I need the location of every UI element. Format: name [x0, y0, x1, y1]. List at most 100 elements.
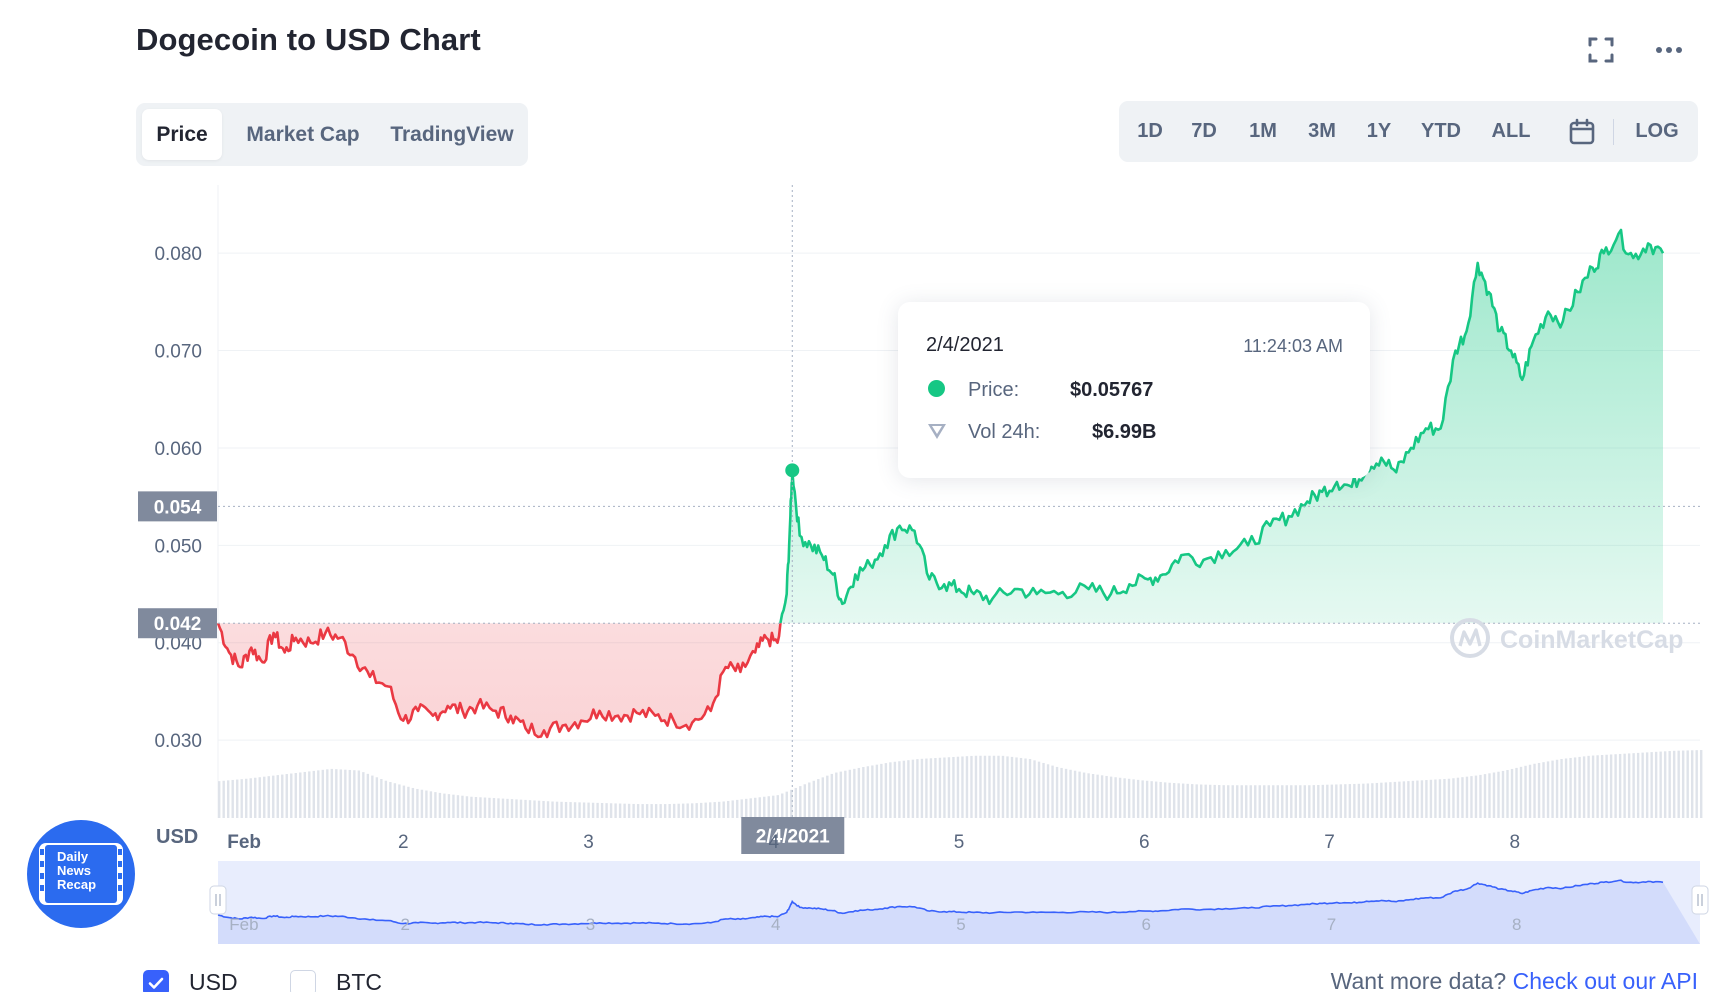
- volume-bar: [1118, 777, 1122, 818]
- volume-bar: [632, 803, 635, 818]
- volume-bar: [281, 774, 284, 818]
- volume-bar: [254, 777, 257, 818]
- volume-bar: [713, 802, 716, 818]
- volume-bar: [555, 801, 559, 818]
- volume-bar: [1434, 779, 1437, 818]
- logo-text-recap: Recap: [57, 877, 96, 892]
- volume-bar: [582, 802, 586, 818]
- range-1d[interactable]: 1D: [1137, 120, 1163, 142]
- volume-bar: [263, 776, 266, 818]
- volume-bar: [1258, 785, 1261, 818]
- expand-icon[interactable]: [1584, 33, 1618, 67]
- volume-bar: [1163, 782, 1167, 818]
- volume-bar: [1204, 784, 1207, 818]
- volume-bar: [1136, 779, 1140, 818]
- volume-bar: [1177, 783, 1180, 818]
- tooltip-price-label: Price:: [968, 379, 1020, 401]
- volume-bar: [722, 801, 725, 818]
- btc-checkbox[interactable]: [290, 970, 316, 992]
- range-1m[interactable]: 1M: [1249, 120, 1277, 142]
- volume-bar: [1069, 769, 1072, 818]
- navigator-tick-label: 8: [1512, 915, 1521, 934]
- volume-bar: [1001, 755, 1005, 818]
- volume-bar: [1443, 778, 1446, 818]
- volume-bar: [1605, 754, 1608, 818]
- volume-bar: [1132, 779, 1135, 818]
- volume-bar: [1560, 759, 1563, 818]
- volume-bar: [690, 803, 694, 818]
- range-3m[interactable]: 3M: [1308, 120, 1336, 142]
- volume-bar: [1087, 773, 1090, 818]
- volume-bar: [1393, 781, 1397, 818]
- volume-bar: [1303, 785, 1306, 818]
- usd-checkbox[interactable]: [143, 970, 169, 992]
- volume-bar: [1006, 756, 1009, 818]
- volume-bar: [1240, 785, 1243, 818]
- tab-price[interactable]: Price: [142, 109, 222, 160]
- api-link[interactable]: Check out our API: [1512, 968, 1698, 992]
- price-line-down: [216, 623, 782, 739]
- volume-bar: [1276, 785, 1279, 818]
- tab-tradingview[interactable]: TradingView: [390, 123, 514, 146]
- range-divider: [1613, 119, 1614, 145]
- volume-bar: [862, 767, 865, 818]
- volume-bar: [636, 804, 640, 818]
- volume-bar: [817, 779, 820, 818]
- baseline-marker-label-box: [138, 608, 217, 639]
- volume-bar: [447, 794, 451, 818]
- log-toggle[interactable]: LOG: [1635, 120, 1679, 142]
- navigator-tick-label: 2: [401, 915, 410, 934]
- volume-bar: [528, 800, 532, 818]
- volume-bar: [533, 800, 536, 818]
- volume-bar: [605, 803, 608, 818]
- volume-bar: [1272, 785, 1275, 818]
- volume-bar: [803, 784, 806, 818]
- navigator-handle-right[interactable]: [1691, 885, 1709, 915]
- price-area-down: [218, 623, 781, 737]
- usd-checkbox-label[interactable]: USD: [189, 969, 238, 992]
- navigator-handle-left[interactable]: [209, 885, 227, 915]
- volume-bar: [1578, 756, 1581, 818]
- tab-market-cap[interactable]: Market Cap: [246, 123, 360, 146]
- btc-checkbox-label[interactable]: BTC: [336, 969, 382, 992]
- range-1y[interactable]: 1Y: [1366, 120, 1392, 142]
- volume-bar: [952, 756, 955, 818]
- volume-bar: [519, 799, 523, 818]
- volume-bar: [1290, 785, 1293, 818]
- volume-bar: [1218, 785, 1221, 818]
- volume-bar: [1618, 753, 1622, 818]
- volume-bar: [668, 803, 671, 818]
- volume-bar: [740, 799, 743, 818]
- calendar-icon[interactable]: [1567, 117, 1597, 147]
- volume-bar: [1172, 783, 1176, 818]
- volume-bar: [1641, 752, 1644, 818]
- volume-bar: [1141, 780, 1144, 818]
- volume-bar: [497, 798, 500, 818]
- volume-bar: [1037, 761, 1041, 818]
- range-7d[interactable]: 7D: [1191, 120, 1217, 142]
- volume-bar: [357, 770, 361, 818]
- volume-bar: [1510, 768, 1514, 818]
- volume-bar: [1515, 767, 1518, 818]
- y-tick-label: 0.040: [154, 634, 202, 655]
- volume-bar: [956, 756, 960, 818]
- volume-bar: [1663, 751, 1667, 818]
- volume-bar: [1245, 785, 1248, 818]
- more-icon[interactable]: [1652, 33, 1686, 67]
- volume-bar: [947, 757, 951, 818]
- volume-bar: [1627, 753, 1631, 818]
- volume-bar: [853, 768, 856, 818]
- y-tick-label: 0.030: [154, 731, 202, 752]
- volume-bar: [573, 802, 577, 818]
- volume-bar: [1186, 783, 1189, 818]
- volume-bar: [1335, 784, 1338, 818]
- volume-bar: [1461, 777, 1464, 818]
- volume-bar: [1028, 759, 1032, 818]
- price-marker-label: 0.054: [154, 497, 202, 518]
- coinmarketcap-logo-mark: [1458, 628, 1482, 647]
- volume-bar: [983, 755, 987, 818]
- range-all[interactable]: ALL: [1491, 120, 1531, 142]
- range-ytd[interactable]: YTD: [1421, 120, 1461, 142]
- volume-bar: [934, 758, 937, 818]
